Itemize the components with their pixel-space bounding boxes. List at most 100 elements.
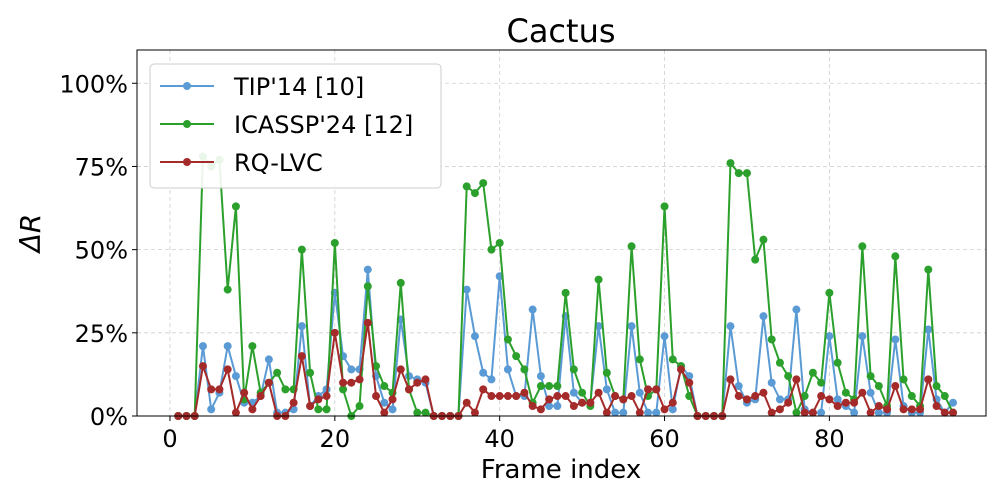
data-point-tip-14-10 <box>297 322 306 331</box>
data-point-rq-lvc <box>495 392 504 401</box>
data-point-tip-14-10 <box>611 408 620 417</box>
data-point-tip-14-10 <box>858 332 867 341</box>
x-tick-label: 40 <box>484 425 515 453</box>
data-point-rq-lvc <box>907 405 916 414</box>
y-tick-label: 25% <box>75 320 128 348</box>
data-point-icassp-24-12 <box>841 388 850 397</box>
data-point-tip-14-10 <box>602 385 611 394</box>
data-point-tip-14-10 <box>874 408 883 417</box>
legend-swatch-marker <box>183 158 191 166</box>
data-point-rq-lvc <box>586 398 595 407</box>
data-point-icassp-24-12 <box>355 402 364 411</box>
data-point-icassp-24-12 <box>503 335 512 344</box>
data-point-rq-lvc <box>240 388 249 397</box>
data-point-tip-14-10 <box>470 332 479 341</box>
data-point-rq-lvc <box>866 408 875 417</box>
data-point-tip-14-10 <box>462 285 471 294</box>
data-point-rq-lvc <box>569 402 578 411</box>
data-point-tip-14-10 <box>924 325 933 334</box>
data-point-tip-14-10 <box>487 375 496 384</box>
data-point-tip-14-10 <box>347 365 356 374</box>
data-point-rq-lvc <box>784 398 793 407</box>
data-point-icassp-24-12 <box>635 355 644 364</box>
data-point-rq-lvc <box>380 408 389 417</box>
y-tick-label: 75% <box>75 153 128 181</box>
data-point-rq-lvc <box>512 392 521 401</box>
series-layer <box>174 152 958 420</box>
data-point-icassp-24-12 <box>899 375 908 384</box>
data-point-icassp-24-12 <box>487 245 496 254</box>
data-point-tip-14-10 <box>264 355 273 364</box>
data-point-rq-lvc <box>545 395 554 404</box>
data-point-rq-lvc <box>611 392 620 401</box>
legend-box <box>149 63 442 189</box>
data-point-rq-lvc <box>742 395 751 404</box>
data-point-tip-14-10 <box>363 265 372 274</box>
data-point-icassp-24-12 <box>874 382 883 391</box>
data-point-tip-14-10 <box>528 305 537 314</box>
data-point-rq-lvc <box>685 378 694 387</box>
data-point-tip-14-10 <box>825 332 834 341</box>
data-point-rq-lvc <box>635 408 644 417</box>
data-point-rq-lvc <box>734 392 743 401</box>
data-point-rq-lvc <box>578 398 587 407</box>
data-point-rq-lvc <box>470 408 479 417</box>
data-point-rq-lvc <box>487 392 496 401</box>
data-point-rq-lvc <box>289 398 298 407</box>
data-point-rq-lvc <box>215 385 224 394</box>
data-point-icassp-24-12 <box>569 365 578 374</box>
data-point-icassp-24-12 <box>363 282 372 291</box>
data-point-rq-lvc <box>677 365 686 374</box>
data-point-rq-lvc <box>800 408 809 417</box>
data-point-icassp-24-12 <box>396 278 405 287</box>
data-point-icassp-24-12 <box>223 285 232 294</box>
data-point-tip-14-10 <box>479 368 488 377</box>
legend: TIP'14 [10] ICASSP'24 [12] RQ-LVC <box>149 63 442 189</box>
data-point-rq-lvc <box>924 375 933 384</box>
data-point-icassp-24-12 <box>767 335 776 344</box>
data-point-icassp-24-12 <box>784 372 793 381</box>
data-point-tip-14-10 <box>734 382 743 391</box>
data-point-rq-lvc <box>198 362 207 371</box>
y-tick-label: 100% <box>59 70 128 98</box>
data-point-rq-lvc <box>306 402 315 411</box>
data-point-icassp-24-12 <box>817 378 826 387</box>
legend-label: ICASSP'24 [12] <box>234 111 413 139</box>
data-point-tip-14-10 <box>619 408 628 417</box>
data-point-tip-14-10 <box>231 372 240 381</box>
data-point-rq-lvc <box>256 392 265 401</box>
data-point-icassp-24-12 <box>462 182 471 191</box>
data-point-icassp-24-12 <box>561 288 570 297</box>
data-point-rq-lvc <box>561 392 570 401</box>
data-point-rq-lvc <box>833 402 842 411</box>
data-point-rq-lvc <box>421 375 430 384</box>
data-point-rq-lvc <box>627 392 636 401</box>
data-point-icassp-24-12 <box>668 355 677 364</box>
data-point-rq-lvc <box>940 408 949 417</box>
data-point-rq-lvc <box>297 352 306 361</box>
data-point-icassp-24-12 <box>825 288 834 297</box>
data-point-rq-lvc <box>858 388 867 397</box>
data-point-rq-lvc <box>520 388 529 397</box>
data-point-rq-lvc <box>322 392 331 401</box>
data-point-tip-14-10 <box>553 402 562 411</box>
data-point-icassp-24-12 <box>281 385 290 394</box>
x-tick-label: 80 <box>814 425 845 453</box>
data-point-icassp-24-12 <box>413 408 422 417</box>
data-point-rq-lvc <box>883 405 892 414</box>
data-point-icassp-24-12 <box>627 242 636 251</box>
data-point-rq-lvc <box>347 378 356 387</box>
data-point-rq-lvc <box>602 408 611 417</box>
data-point-rq-lvc <box>767 408 776 417</box>
data-point-tip-14-10 <box>503 365 512 374</box>
data-point-icassp-24-12 <box>248 342 257 351</box>
data-point-tip-14-10 <box>652 408 661 417</box>
data-point-tip-14-10 <box>792 305 801 314</box>
data-point-rq-lvc <box>759 388 768 397</box>
data-point-rq-lvc <box>363 318 372 327</box>
data-point-icassp-24-12 <box>734 169 743 178</box>
data-point-rq-lvc <box>248 405 257 414</box>
data-point-rq-lvc <box>372 392 381 401</box>
data-point-tip-14-10 <box>866 388 875 397</box>
